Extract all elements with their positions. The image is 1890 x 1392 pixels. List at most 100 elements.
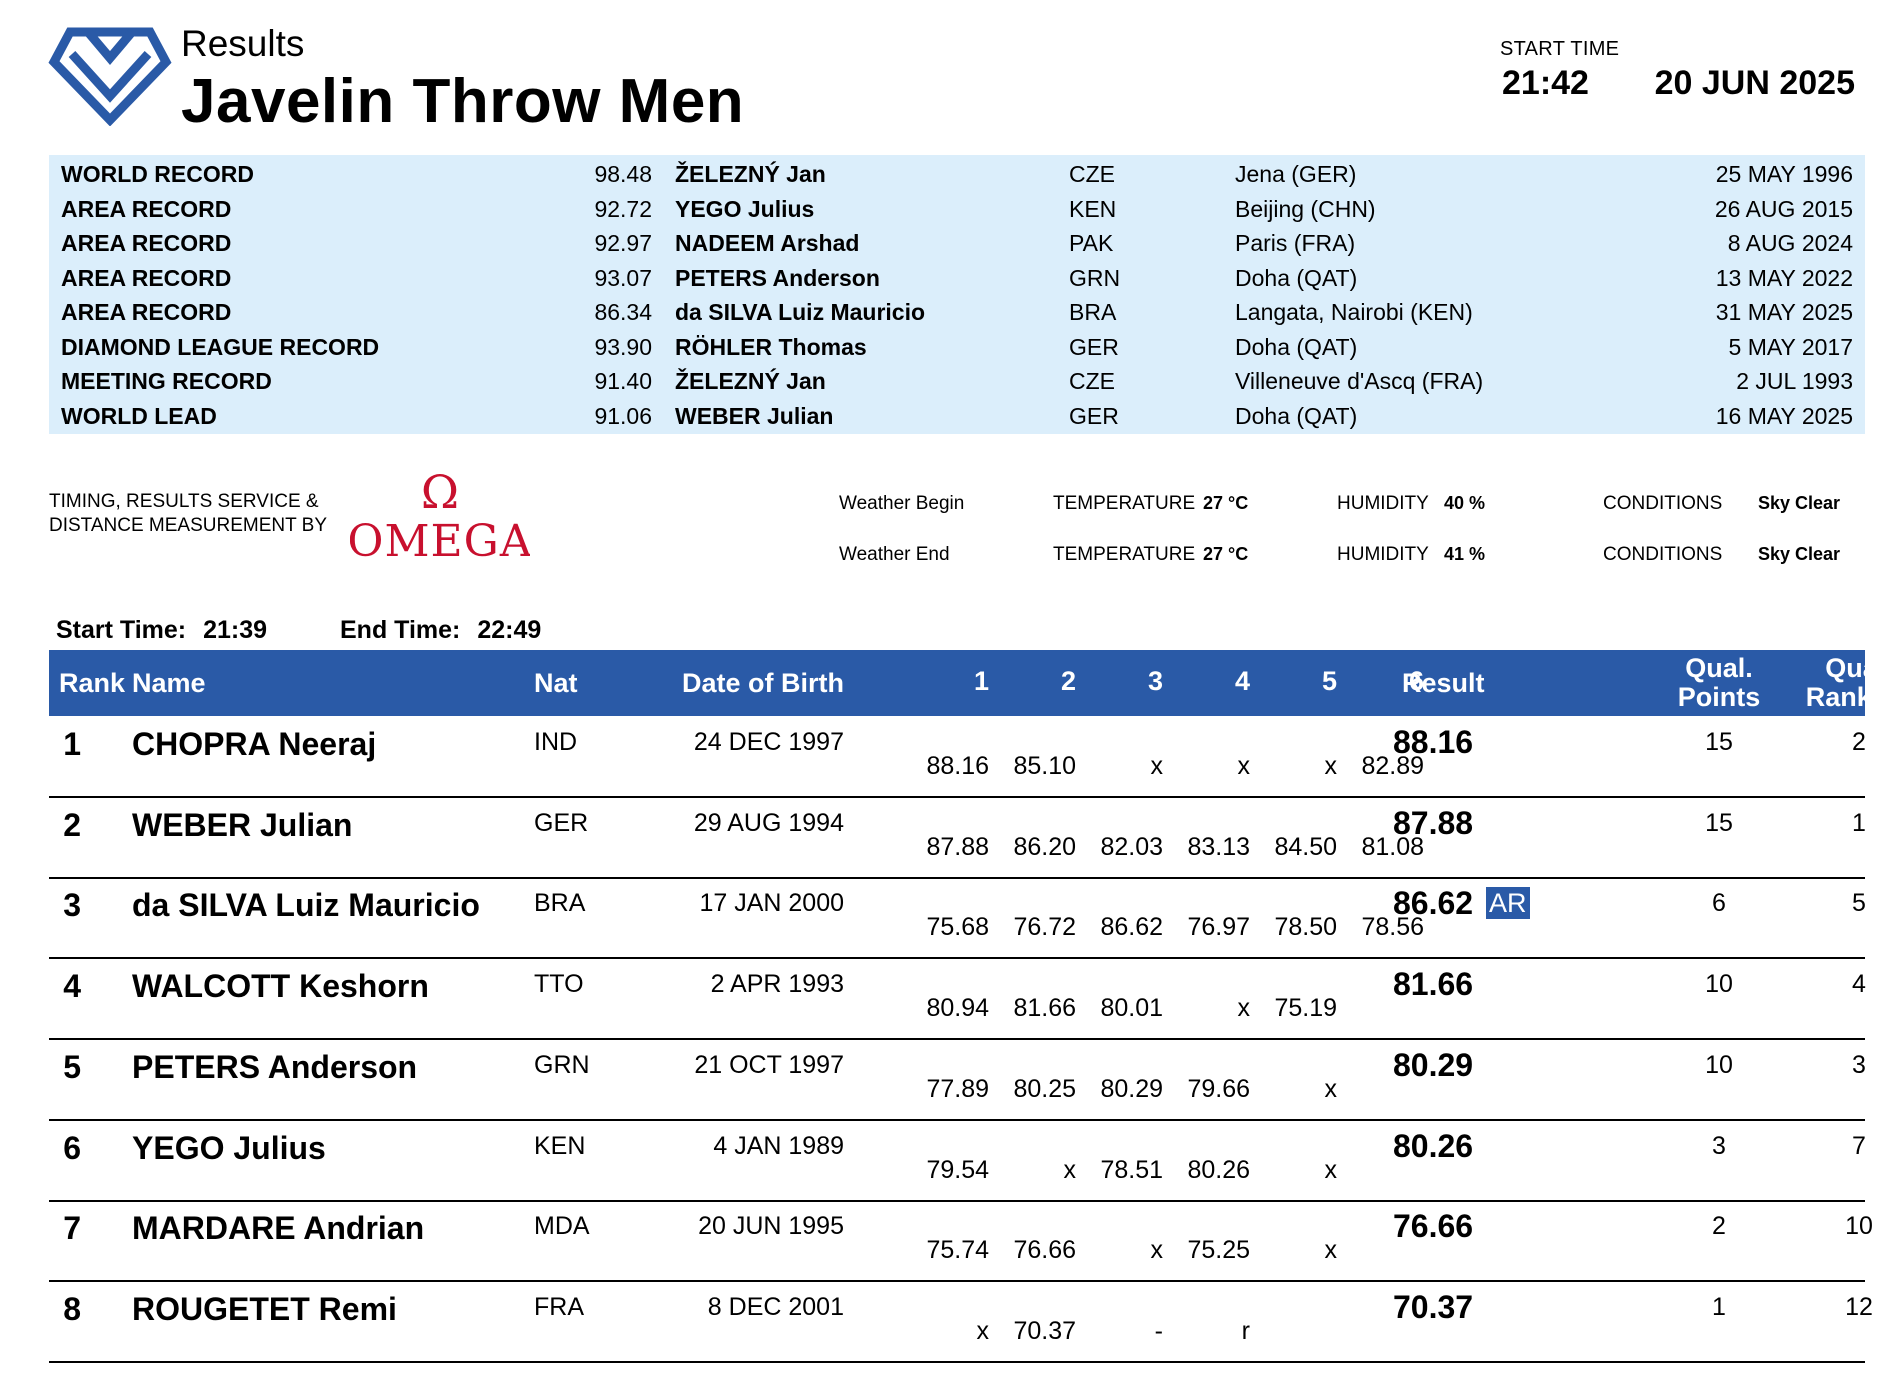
qual-points: 10: [1705, 1050, 1733, 1079]
record-venue: Doha (QAT): [1235, 264, 1358, 291]
header-name: Name: [132, 668, 206, 698]
qual-points: 1: [1712, 1292, 1726, 1321]
athlete-result: 87.88: [1393, 804, 1474, 841]
attempt-2: 70.37: [1013, 1316, 1076, 1345]
event-date: 20 JUN 2025: [1654, 64, 1855, 102]
athlete-name: da SILVA Luiz Mauricio: [132, 887, 480, 924]
record-holder: PETERS Anderson: [675, 264, 880, 291]
result-row: 4 WALCOTT Keshorn TTO 2 APR 1993 80.94 81.66 8…: [49, 958, 1866, 1041]
record-type: AREA RECORD: [61, 299, 232, 325]
attempt-5: x: [1324, 1155, 1338, 1184]
record-holder: WEBER Julian: [675, 402, 834, 429]
athlete-rank: 1: [63, 726, 81, 762]
athlete-name: PETERS Anderson: [132, 1048, 418, 1085]
record-holder: RÖHLER Thomas: [675, 333, 867, 360]
timing-service-label: TIMING, RESULTS SERVICE & DISTANCE MEASU…: [49, 491, 328, 536]
attempt-5: x: [1324, 752, 1338, 780]
athlete-rank: 7: [63, 1210, 81, 1247]
qual-points: 6: [1712, 889, 1726, 918]
attempt-2: 85.10: [1013, 752, 1076, 780]
record-mark: 92.72: [594, 195, 652, 222]
record-row: AREA RECORD 92.97 NADEEM Arshad PAK Paris (F…: [49, 226, 1865, 261]
records-table: WORLD RECORD 98.48 ŽELEZNÝ Jan CZE Jena (GER…: [49, 155, 1865, 434]
qual-points: 10: [1705, 970, 1733, 999]
athlete-dob: 24 DEC 1997: [693, 728, 844, 756]
humidity-label: HUMIDITY: [1337, 493, 1429, 514]
start-time-value: 21:42: [1502, 64, 1589, 102]
result-row: 6 YEGO Julius KEN 4 JAN 1989 79.54 x 78.51 80.2…: [49, 1120, 1866, 1202]
athlete-dob: 4 JAN 1989: [713, 1131, 844, 1160]
attempt-3: 78.51: [1100, 1155, 1163, 1184]
athlete-nat: BRA: [534, 889, 586, 918]
humidity-label: HUMIDITY: [1337, 544, 1429, 565]
temperature-value: 27 °C: [1203, 544, 1249, 564]
athlete-name: YEGO Julius: [132, 1129, 326, 1166]
record-row: AREA RECORD 92.72 YEGO Julius KEN Beijing (C…: [49, 192, 1865, 227]
attempt-3: x: [1150, 1236, 1164, 1265]
attempt-4: x: [1237, 752, 1251, 780]
header-attempt-1: 1: [973, 666, 989, 696]
attempt-4: 80.26: [1187, 1155, 1250, 1184]
athlete-result: 76.66: [1393, 1208, 1474, 1245]
record-venue: Villeneuve d'Ascq (FRA): [1235, 368, 1484, 394]
athlete-name: CHOPRA Neeraj: [132, 726, 377, 762]
start-time-label: START TIME: [1500, 38, 1620, 60]
attempt-3: 80.29: [1100, 1074, 1163, 1103]
qual-points: 15: [1705, 728, 1733, 756]
qual-points: 2: [1712, 1212, 1726, 1241]
end-time-label: End Time:: [340, 616, 461, 644]
conditions-label: CONDITIONS: [1603, 544, 1723, 565]
omega-symbol: Ω: [421, 470, 459, 519]
conditions-label: CONDITIONS: [1603, 493, 1723, 514]
attempt-4: r: [1241, 1316, 1250, 1345]
record-mark: 91.40: [594, 368, 652, 394]
attempt-2: 81.66: [1013, 994, 1076, 1023]
athlete-result: 81.66: [1393, 966, 1474, 1003]
attempt-1: 87.88: [926, 832, 989, 861]
record-type: AREA RECORD: [61, 230, 232, 256]
attempt-5: 75.19: [1274, 994, 1337, 1023]
athlete-dob: 8 DEC 2001: [707, 1292, 844, 1321]
qual-ranking: 1: [1852, 808, 1866, 837]
athlete-rank: 4: [63, 968, 81, 1005]
athlete-result: 80.29: [1393, 1046, 1474, 1083]
header-qual-points: Qual. Points: [1677, 653, 1761, 712]
attempt-5: x: [1324, 1074, 1338, 1103]
record-date: 26 AUG 2015: [1714, 195, 1853, 222]
record-type: AREA RECORD: [61, 195, 232, 222]
attempt-4: 83.13: [1187, 832, 1250, 861]
record-holder: da SILVA Luiz Mauricio: [675, 299, 926, 325]
record-type: AREA RECORD: [61, 264, 232, 291]
athlete-rank: 8: [63, 1290, 81, 1327]
result-row: 3 da SILVA Luiz Mauricio BRA 17 JAN 2000 75.…: [49, 877, 1866, 960]
weather-label: Weather Begin: [839, 493, 965, 514]
attempt-2: x: [1063, 1155, 1077, 1184]
record-nat: CZE: [1069, 161, 1115, 187]
qual-ranking: 7: [1852, 1131, 1866, 1160]
attempt-6: 82.89: [1361, 752, 1424, 780]
attempt-1: 80.94: [926, 994, 989, 1023]
athlete-nat: MDA: [534, 1212, 590, 1241]
record-row: MEETING RECORD 91.40 ŽELEZNÝ Jan CZE Villene…: [49, 364, 1865, 399]
record-nat: BRA: [1069, 299, 1117, 325]
record-type: WORLD LEAD: [61, 402, 217, 429]
record-nat: CZE: [1069, 368, 1115, 394]
qual-ranking: 4: [1852, 970, 1866, 999]
attempt-6: 78.56: [1361, 913, 1424, 942]
athlete-result: 80.26: [1393, 1127, 1474, 1164]
attempt-1: x: [976, 1316, 990, 1345]
qual-ranking: 12: [1845, 1292, 1873, 1321]
qual-points: 3: [1712, 1131, 1726, 1160]
qual-ranking: 3: [1852, 1050, 1866, 1079]
athlete-dob: 20 JUN 1995: [698, 1212, 844, 1241]
omega-logo-icon: Ω OMEGA: [350, 470, 530, 560]
record-mark: 93.07: [594, 264, 652, 291]
qual-points: 15: [1705, 808, 1733, 837]
record-venue: Beijing (CHN): [1235, 195, 1376, 222]
attempt-3: 86.62: [1100, 913, 1163, 942]
athlete-nat: IND: [534, 728, 578, 756]
attempt-1: 75.68: [926, 913, 989, 942]
record-nat: GER: [1069, 402, 1119, 429]
qual-ranking: 5: [1852, 889, 1866, 918]
header-dob: Date of Birth: [682, 668, 844, 698]
